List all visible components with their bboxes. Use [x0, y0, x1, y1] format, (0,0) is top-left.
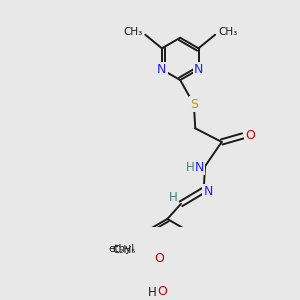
Text: ethyl: ethyl: [108, 244, 135, 254]
Text: N: N: [203, 185, 213, 198]
Text: CH₃: CH₃: [123, 28, 142, 38]
Text: N: N: [194, 63, 203, 76]
Text: S: S: [190, 98, 198, 111]
Text: C₂H₅: C₂H₅: [112, 245, 135, 255]
Text: O: O: [157, 285, 167, 298]
Text: H: H: [148, 286, 157, 299]
Text: H: H: [169, 191, 178, 204]
Text: N: N: [194, 161, 204, 174]
Text: CH₃: CH₃: [218, 28, 237, 38]
Text: O: O: [155, 253, 164, 266]
Text: N: N: [157, 63, 167, 76]
Text: H: H: [186, 161, 194, 174]
Text: O: O: [245, 129, 255, 142]
